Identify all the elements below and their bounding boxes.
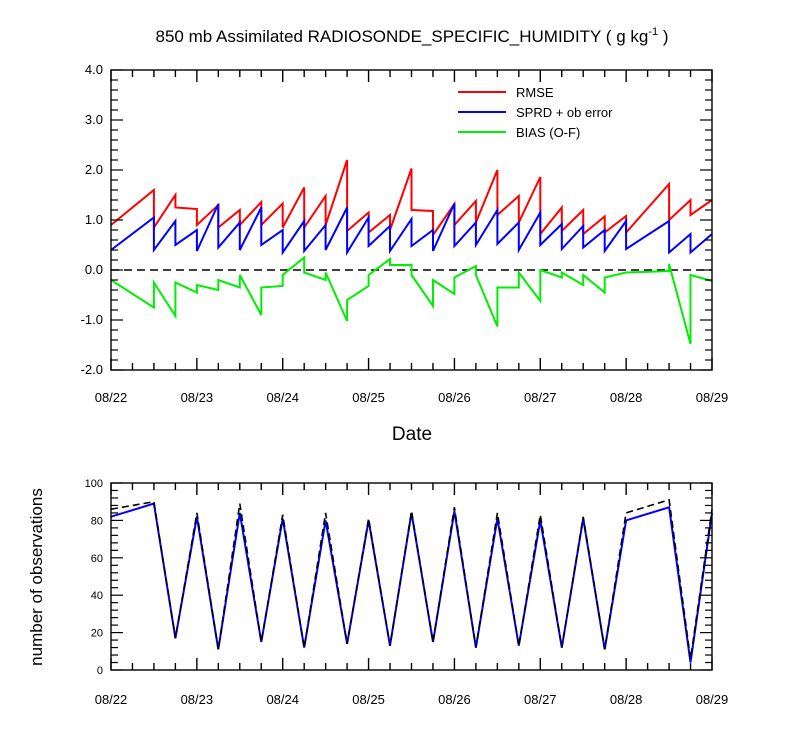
top-legend-label-2: BIAS (O-F)	[516, 125, 580, 140]
bottom-ytick-label: 100	[85, 478, 103, 490]
bottom-xtick-label: 08/24	[266, 692, 299, 707]
top-ytick-label: 1.0	[85, 212, 103, 227]
top-legend-label-0: RMSE	[516, 85, 554, 100]
bottom-xtick-label: 08/26	[438, 692, 471, 707]
bottom-ytick-label: 20	[91, 628, 103, 640]
bottom-xtick-label: 08/28	[610, 692, 643, 707]
bottom-xtick-label: 08/27	[524, 692, 557, 707]
bottom-xtick-label: 08/22	[95, 692, 128, 707]
bottom-xtick-label: 08/23	[181, 692, 214, 707]
top-series-0-line	[110, 159, 713, 239]
top-ytick-label: -2.0	[81, 362, 103, 377]
top-xtick-label: 08/24	[266, 390, 299, 405]
bottom-xtick-label: 08/29	[696, 692, 729, 707]
top-xtick-label: 08/25	[352, 390, 385, 405]
bottom-ytick-label: 0	[97, 665, 103, 677]
bottom-plot-frame	[110, 482, 713, 671]
top-ytick-label: 0.0	[85, 262, 103, 277]
bottom-xtick-label: 08/25	[352, 692, 385, 707]
bottom-series-0-line	[110, 502, 713, 663]
top-legend-label-1: SPRD + ob error	[516, 105, 613, 120]
top-ytick-label: 3.0	[85, 112, 103, 127]
bottom-ytick-label: 60	[91, 553, 103, 565]
top-ytick-label: 2.0	[85, 162, 103, 177]
top-xtick-label: 08/26	[438, 390, 471, 405]
bottom-chart: number of observations 08/22 08/23 08/24 08…	[27, 478, 728, 707]
top-xtick-label: 08/27	[524, 390, 557, 405]
top-xlabel: Date	[392, 424, 432, 445]
bottom-ytick-label: 80	[91, 515, 103, 527]
top-series-2-line	[110, 255, 713, 345]
bottom-ylabel: number of observations	[27, 488, 46, 666]
top-chart: 850 mb Assimilated RADIOSONDE_SPECIFIC_H…	[81, 26, 729, 445]
top-xtick-label: 08/28	[610, 390, 643, 405]
top-xtick-label: 08/23	[181, 390, 214, 405]
top-ytick-label: 4.0	[85, 62, 103, 77]
top-xtick-label: 08/22	[95, 390, 128, 405]
bottom-series-1-line	[110, 498, 713, 659]
chart-title: 850 mb Assimilated RADIOSONDE_SPECIFIC_H…	[156, 26, 669, 46]
top-series-1-line	[110, 203, 713, 257]
top-ytick-label: -1.0	[81, 312, 103, 327]
top-xtick-label: 08/29	[696, 390, 729, 405]
bottom-ytick-label: 40	[91, 590, 103, 602]
